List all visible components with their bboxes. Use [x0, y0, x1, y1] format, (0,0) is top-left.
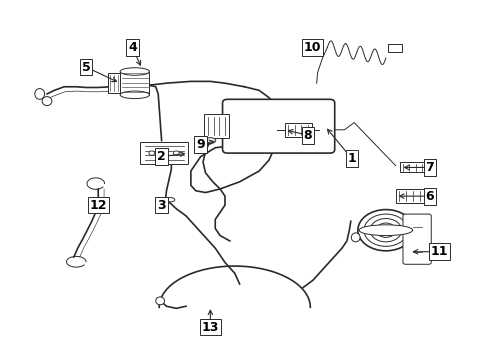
Text: 13: 13: [201, 320, 219, 333]
Bar: [108, 73, 120, 93]
Circle shape: [149, 151, 155, 155]
Ellipse shape: [369, 219, 401, 242]
Bar: [284, 123, 311, 136]
Text: 1: 1: [346, 152, 355, 165]
Ellipse shape: [357, 210, 413, 251]
Ellipse shape: [358, 225, 412, 235]
Text: 8: 8: [303, 129, 311, 142]
Ellipse shape: [363, 214, 407, 246]
Bar: [395, 189, 429, 203]
Text: 4: 4: [128, 41, 137, 54]
Ellipse shape: [375, 223, 395, 237]
Bar: [399, 162, 425, 172]
FancyBboxPatch shape: [203, 114, 228, 138]
Text: 10: 10: [304, 41, 321, 54]
Ellipse shape: [42, 96, 52, 105]
Bar: [120, 72, 149, 95]
Circle shape: [173, 151, 179, 155]
Ellipse shape: [120, 91, 149, 99]
Ellipse shape: [35, 89, 44, 99]
Text: 12: 12: [89, 199, 107, 212]
Ellipse shape: [204, 138, 215, 143]
Text: 3: 3: [157, 199, 165, 212]
Ellipse shape: [350, 233, 359, 242]
FancyBboxPatch shape: [222, 99, 334, 153]
Text: 5: 5: [81, 60, 90, 73]
FancyBboxPatch shape: [402, 214, 430, 264]
Text: 11: 11: [430, 245, 447, 258]
Text: 2: 2: [157, 150, 165, 163]
Ellipse shape: [156, 297, 164, 305]
Text: 6: 6: [425, 190, 433, 203]
Bar: [140, 142, 188, 164]
Ellipse shape: [165, 198, 174, 202]
Text: 7: 7: [425, 161, 433, 174]
Text: 9: 9: [196, 138, 204, 150]
Bar: [387, 44, 401, 51]
Ellipse shape: [120, 68, 149, 75]
